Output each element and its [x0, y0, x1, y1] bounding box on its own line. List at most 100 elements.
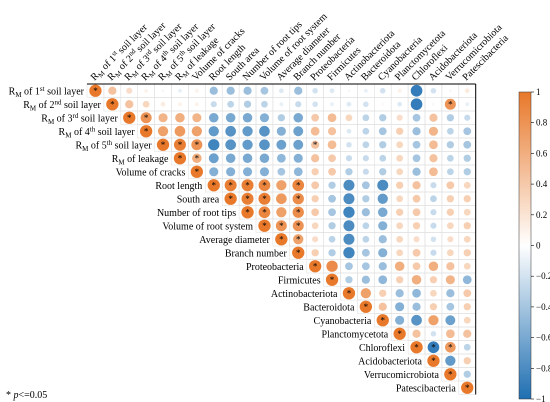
significance-star: * [414, 342, 419, 352]
correlation-circle [309, 260, 322, 273]
correlation-circle [411, 274, 422, 285]
row-label: Number of root tips [157, 208, 236, 219]
correlation-circle [346, 128, 352, 134]
correlation-circle [410, 98, 423, 111]
correlation-circle [379, 154, 387, 162]
correlation-circle [446, 195, 454, 203]
correlation-circle [378, 221, 388, 231]
correlation-circle [312, 236, 319, 243]
correlation-circle [343, 247, 355, 259]
correlation-circle [430, 289, 437, 297]
correlation-circle [411, 314, 422, 326]
significance-star: * [431, 356, 436, 366]
correlation-circle [447, 236, 454, 243]
correlation-circle [311, 249, 319, 257]
significance-star: * [330, 275, 335, 285]
correlation-circle [328, 154, 336, 163]
correlation-circle [258, 179, 271, 192]
correlation-circle [191, 126, 202, 137]
correlation-circle [106, 98, 119, 111]
correlation-circle [277, 167, 286, 176]
correlation-circle [463, 370, 471, 378]
correlation-circle [259, 125, 270, 137]
correlation-circle [379, 87, 386, 94]
correlation-circle [258, 219, 271, 232]
correlation-circle [345, 155, 353, 162]
correlation-circle [259, 153, 270, 164]
correlation-circle [463, 303, 471, 311]
significance-star: * [296, 180, 301, 190]
correlation-circle [463, 289, 472, 298]
correlation-circle [292, 246, 305, 259]
correlation-circle [346, 101, 352, 107]
correlation-circle [412, 127, 421, 136]
correlation-circle [342, 287, 356, 300]
correlation-circle [446, 262, 455, 271]
significance-stars: * * * * * * * * * * * * * * * * * * * * * * * * * * * * * * * * * * * * * * * *… [93, 86, 470, 393]
correlation-circle [343, 233, 355, 245]
correlation-circle [429, 140, 438, 150]
correlation-circle [463, 249, 471, 257]
correlation-circle [293, 153, 303, 163]
correlation-circle [412, 167, 421, 176]
row-label: RM of 2nd soil layer [23, 98, 101, 112]
significance-star: * [262, 221, 267, 231]
correlation-circle [446, 208, 454, 216]
correlation-circle [224, 179, 237, 192]
significance-star: * [431, 342, 436, 352]
correlation-circle [430, 330, 437, 337]
correlation-circle [395, 302, 405, 312]
correlation-circle [278, 88, 284, 94]
significance-star: * [296, 194, 301, 204]
correlation-circle [311, 222, 319, 230]
correlation-circle [160, 101, 166, 107]
correlation-circle [276, 139, 287, 150]
colorbar-tick-label: −0.4 [536, 302, 550, 312]
correlation-circle [161, 89, 165, 93]
colorbar-tick-label: −0.2 [536, 271, 550, 281]
correlation-circle [464, 88, 470, 94]
correlation-circle [226, 86, 235, 95]
correlation-circle [157, 126, 169, 137]
correlation-circle [446, 114, 454, 122]
correlation-circle [210, 101, 217, 108]
correlation-circle [242, 139, 253, 150]
colorbar-tick-label: −1 [536, 394, 546, 402]
correlation-circle [396, 208, 404, 216]
correlation-circle [429, 113, 438, 122]
significance-star: * [228, 180, 233, 190]
correlation-circle [396, 249, 404, 257]
row-label: Chloroflexi [359, 343, 405, 354]
correlation-circle [463, 140, 472, 149]
row-label: RM of 1st soil layer [9, 85, 85, 99]
correlation-circle [444, 368, 457, 381]
colorbar-tick-label: 0.6 [536, 148, 548, 158]
correlation-circle [394, 261, 405, 272]
correlation-circle [412, 194, 421, 203]
row-label: Bacteroidota [303, 302, 355, 313]
correlation-circle [325, 273, 339, 286]
correlation-circle [311, 195, 319, 203]
correlation-circle [192, 113, 202, 123]
correlation-circle [311, 181, 320, 190]
correlation-circle [395, 315, 405, 325]
significance-star: * [144, 126, 149, 136]
correlation-circle [327, 113, 337, 123]
correlation-circle [427, 341, 440, 354]
significance-star: * [279, 221, 284, 231]
correlation-circle [173, 152, 187, 165]
correlation-circle [258, 192, 271, 205]
correlation-circle [463, 168, 471, 176]
correlation-circle [208, 139, 220, 151]
correlation-circle [376, 314, 389, 327]
correlation-circle [463, 195, 471, 203]
colorbar-tick-label: 0.2 [536, 210, 547, 220]
significance-star: * [178, 140, 183, 150]
correlation-circle [446, 289, 455, 298]
correlation-circle [108, 86, 117, 95]
correlation-circle [363, 88, 368, 93]
correlation-circle [396, 141, 404, 149]
correlation-circle [329, 88, 335, 94]
correlation-circle [432, 102, 435, 106]
